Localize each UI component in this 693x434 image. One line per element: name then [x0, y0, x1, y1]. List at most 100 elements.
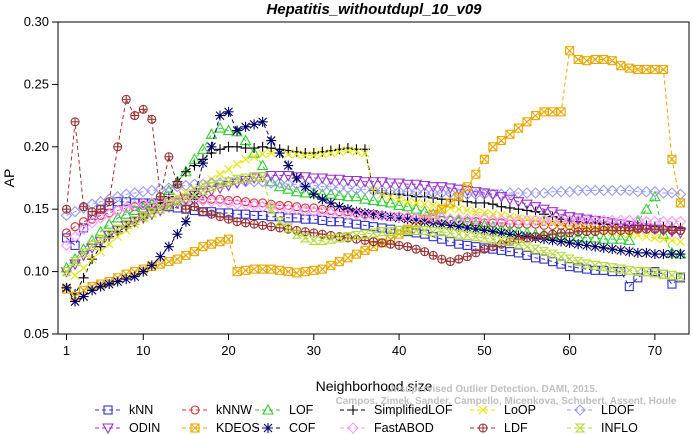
legend-marker-LoOP — [478, 405, 488, 415]
point-COF-13 — [163, 241, 174, 252]
point-SimplifiedLOF-28 — [291, 146, 302, 157]
point-INFLO-57 — [538, 247, 550, 257]
point-INFLO-33 — [334, 233, 345, 243]
y-tick-label-0: 0.05 — [24, 326, 49, 341]
point-LDOF-35 — [350, 183, 363, 196]
point-INFLO-66 — [615, 264, 627, 274]
point-SimplifiedLOF-48 — [462, 196, 473, 207]
point-COF-10 — [138, 266, 149, 277]
point-FastABOD-8 — [120, 202, 132, 214]
point-LDF-44 — [428, 250, 438, 260]
point-INFLO-10 — [137, 212, 149, 222]
point-ODIN-38 — [376, 177, 388, 188]
series-INFLO — [61, 172, 686, 282]
chart-title: Hepatitis_withoutdupl_10_v09 — [266, 1, 482, 18]
point-LoOP-33 — [335, 147, 344, 157]
point-FastABOD-23 — [248, 199, 260, 212]
point-INFLO-29 — [299, 233, 311, 243]
point-ODIN-54 — [512, 197, 525, 208]
point-LOF-39 — [384, 196, 397, 208]
point-INFLO-16 — [189, 189, 200, 199]
point-SimplifiedLOF-20 — [223, 141, 234, 152]
point-INFLO-62 — [581, 259, 593, 269]
point-ODIN-26 — [273, 170, 286, 182]
point-INFLO-48 — [461, 230, 473, 240]
point-COF-30 — [308, 189, 319, 200]
legend-marker-ODIN — [102, 423, 114, 434]
point-kNNW-8 — [121, 203, 131, 213]
point-SimplifiedLOF-29 — [300, 148, 311, 159]
point-INFLO-37 — [368, 228, 379, 238]
point-LDOF-39 — [384, 184, 397, 197]
point-KDEOS-46 — [445, 198, 455, 208]
point-LDF-17 — [198, 207, 208, 217]
point-ODIN-29 — [299, 172, 312, 183]
point-LDOF-64 — [597, 184, 610, 197]
point-LDF-50 — [479, 244, 489, 254]
point-LDOF-61 — [572, 184, 584, 197]
point-kNNW-2 — [70, 222, 80, 232]
legend-item-INFLO: INFLO — [567, 421, 638, 434]
point-FastABOD-57 — [538, 214, 550, 227]
point-ODIN-46 — [444, 183, 457, 195]
point-SimplifiedLOF-51 — [487, 199, 498, 210]
legend-label-LDF: LDF — [504, 421, 528, 434]
point-SimplifiedLOF-16 — [189, 160, 200, 171]
legend: kNN kNNW LOF SimplifiedLOF LoOP LDOF ODIN KDEOS… — [95, 403, 638, 434]
point-LoOP-19 — [215, 169, 225, 179]
point-COF-70 — [649, 249, 660, 260]
point-SimplifiedLOF-23 — [249, 143, 260, 154]
point-ODIN-31 — [316, 173, 329, 185]
point-LDF-1 — [61, 204, 72, 214]
point-LDF-16 — [189, 202, 199, 212]
point-LDF-67 — [624, 225, 634, 235]
point-ODIN-53 — [503, 194, 516, 206]
point-SimplifiedLOF-3 — [78, 272, 89, 283]
point-COF-48 — [462, 222, 473, 233]
point-INFLO-47 — [453, 229, 465, 239]
legend-item-LDF: LDF — [470, 421, 528, 434]
point-ODIN-55 — [521, 199, 533, 211]
legend-marker-INFLO — [574, 423, 586, 433]
point-SimplifiedLOF-52 — [496, 201, 507, 212]
x-tick-label-4: 40 — [392, 343, 406, 358]
x-axis: 1 10 20 30 40 50 60 70 — [63, 334, 662, 358]
point-LoOP-5 — [96, 247, 106, 257]
point-COF-59 — [556, 236, 567, 247]
point-FastABOD-40 — [393, 210, 405, 223]
point-FastABOD-31 — [316, 205, 329, 218]
legend-label-LDOF: LDOF — [601, 403, 635, 417]
point-LDOF-65 — [606, 184, 619, 197]
point-LOF-35 — [350, 190, 363, 202]
legend-item-LoOP: LoOP — [470, 403, 536, 417]
point-COF-67 — [624, 246, 635, 257]
plot-frame — [57, 21, 690, 335]
point-LoOP-71 — [659, 234, 668, 244]
legend-item-kNN: kNN — [95, 403, 153, 417]
point-FastABOD-54 — [512, 214, 525, 227]
point-LoOP-51 — [488, 209, 498, 219]
legend-item-COF: COF — [255, 421, 316, 434]
point-LDF-61 — [573, 227, 583, 237]
point-LDOF-37 — [367, 184, 380, 197]
point-SimplifiedLOF-45 — [436, 194, 447, 205]
point-COF-60 — [564, 237, 575, 248]
point-FastABOD-48 — [461, 213, 474, 225]
legend-label-LOF: LOF — [289, 403, 314, 417]
series-line-FastABOD — [66, 199, 681, 246]
x-tick-label-7: 70 — [648, 343, 662, 358]
point-INFLO-44 — [427, 227, 439, 237]
point-LoOP-2 — [70, 270, 80, 280]
point-SimplifiedLOF-43 — [419, 191, 430, 202]
x-tick-label-5: 50 — [477, 343, 491, 358]
point-COF-69 — [641, 247, 652, 258]
point-COF-22 — [240, 121, 251, 132]
point-LDF-68 — [633, 224, 643, 234]
point-LOF-40 — [393, 199, 406, 211]
point-FastABOD-56 — [529, 214, 542, 227]
point-INFLO-9 — [129, 215, 141, 225]
point-FastABOD-49 — [470, 213, 482, 225]
point-LDF-5 — [96, 204, 106, 214]
point-LDF-64 — [599, 225, 609, 235]
